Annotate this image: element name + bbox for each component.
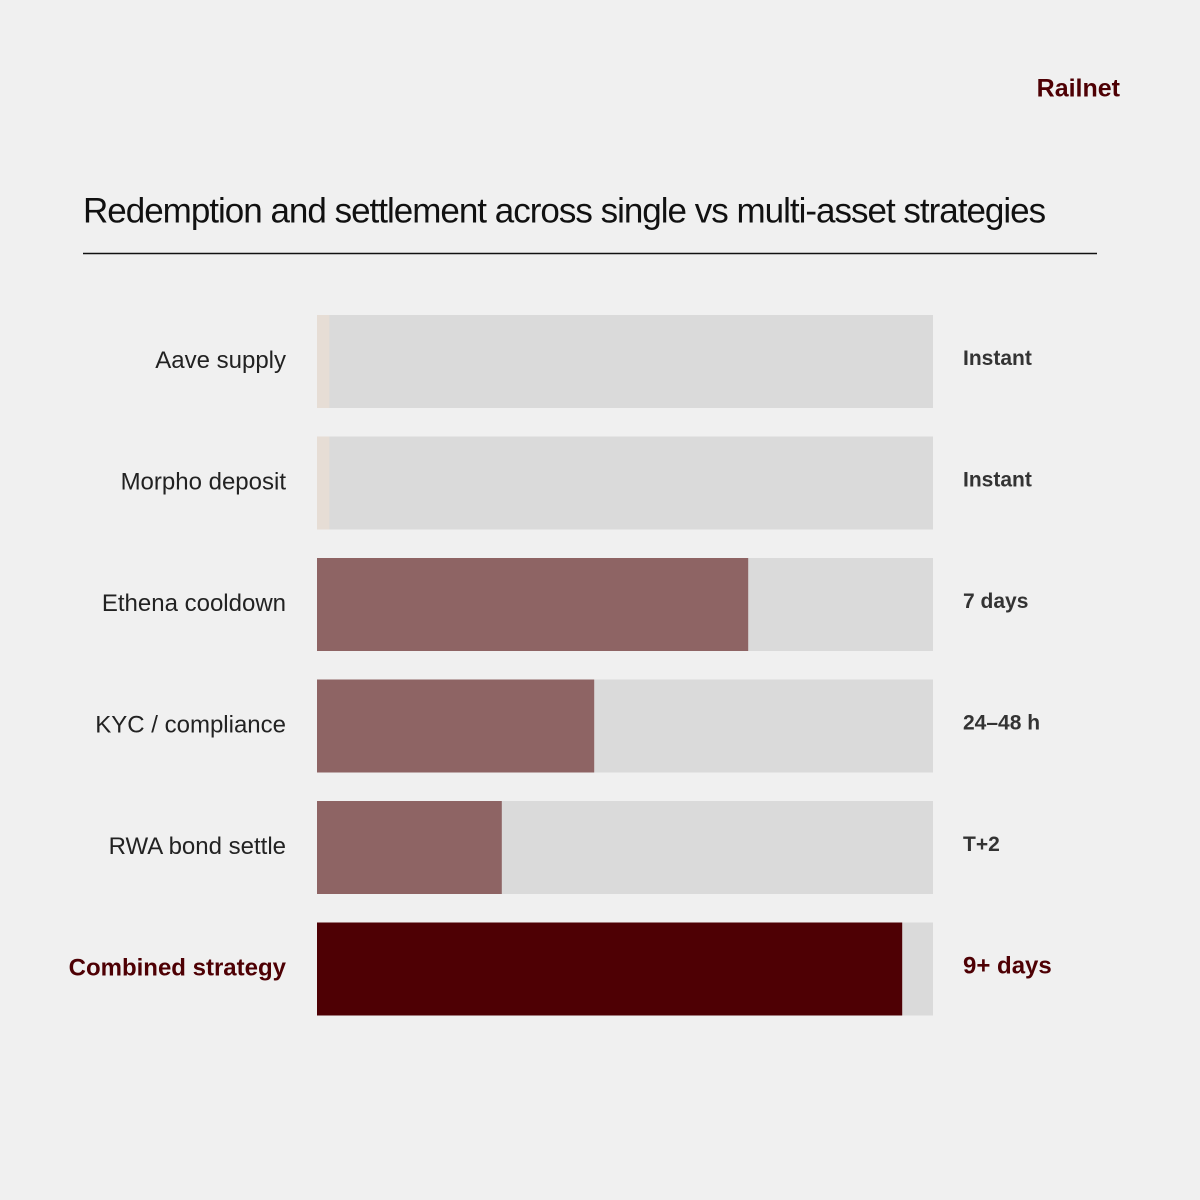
category-label: Ethena cooldown [102,590,286,617]
bar-track [317,315,933,408]
bar-track [317,436,933,530]
category-label: Aave supply [155,347,286,374]
chart-title: Redemption and settlement across single … [83,191,1046,230]
duration-label: Instant [963,347,1032,370]
duration-label: 9+ days [963,952,1052,979]
bar [317,801,502,894]
duration-label: 24–48 h [963,712,1040,735]
category-label: RWA bond settle [109,833,286,860]
brand: Railnet [1037,75,1121,103]
duration-label: Instant [963,469,1032,492]
category-label: Combined strategy [69,954,287,981]
duration-label: T+2 [963,833,1000,856]
bar [317,679,595,773]
bar [317,922,903,1016]
category-label: Morpho deposit [121,468,287,495]
duration-label: 7 days [963,590,1028,613]
bar [317,315,330,408]
bar [317,436,330,530]
category-label: KYC / compliance [95,711,286,738]
bar [317,558,749,651]
